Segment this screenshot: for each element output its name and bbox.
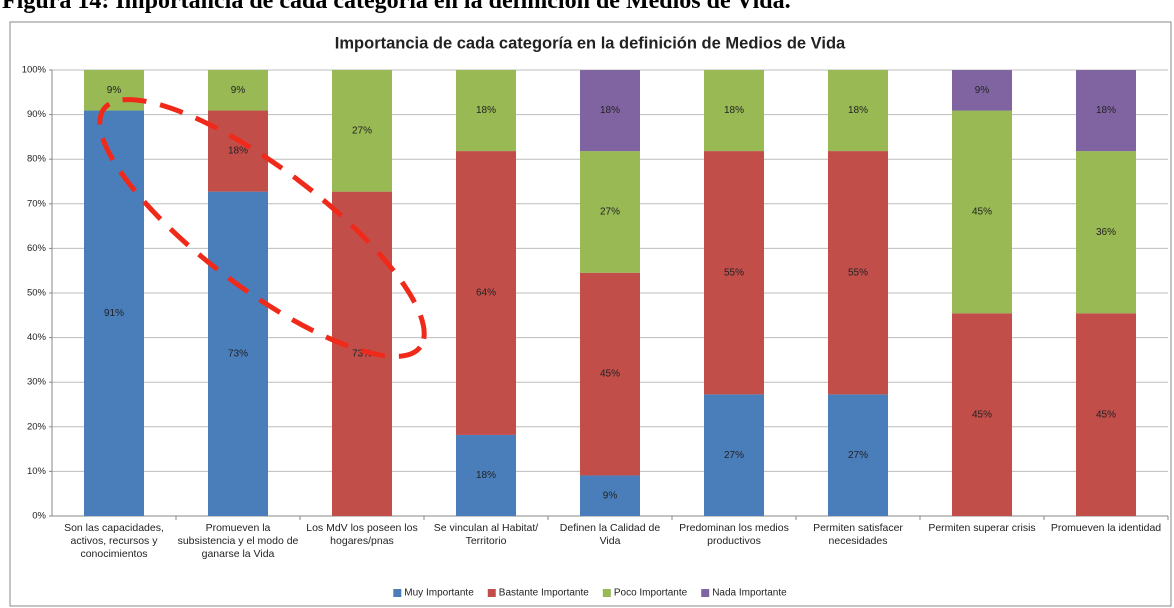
x-tick-label: Promueven la identidad (1050, 522, 1162, 534)
legend-label: Nada Importante (712, 588, 787, 599)
value-label: 18% (228, 146, 248, 157)
bar-segment (952, 110, 1012, 314)
value-label: 9% (107, 85, 122, 96)
y-tick-label: 60% (27, 243, 47, 254)
bar-segment (704, 70, 764, 152)
bar-segment (208, 191, 268, 516)
value-label: 73% (228, 348, 248, 359)
highlight-ellipse (97, 97, 427, 359)
y-tick-label: 20% (27, 421, 47, 432)
value-label: 18% (476, 105, 496, 116)
y-tick-label: 90% (27, 109, 47, 120)
value-label: 18% (476, 470, 496, 481)
bar-segment (456, 434, 516, 516)
bar-segment (704, 151, 764, 395)
legend-label: Muy Importante (404, 588, 474, 599)
y-tick-label: 30% (27, 377, 47, 388)
x-tick-label-box: Son las capacidades, activos, recursos y… (64, 522, 164, 560)
value-label: 18% (724, 105, 744, 116)
x-tick-label-box: Permiten satisfacer necesidades (813, 522, 903, 547)
y-tick-label: 50% (27, 288, 47, 299)
x-tick-label-box: Promueven la identidad (1050, 522, 1162, 534)
y-tick-label: 80% (27, 154, 47, 165)
value-label: 9% (603, 490, 618, 501)
legend: Muy Importante Bastante Importante Poco Im… (393, 588, 787, 599)
x-tick-label: Permiten superar crisis (928, 522, 1036, 534)
bar-segment (828, 394, 888, 516)
value-label: 27% (724, 450, 744, 461)
figure-heading: Figura 14: Importancia de cada categoría… (2, 0, 791, 14)
value-label: 27% (600, 207, 620, 218)
value-label: 9% (975, 85, 990, 96)
value-label: 9% (231, 85, 246, 96)
bar-segment (208, 110, 268, 192)
bar-segment (1076, 313, 1136, 516)
x-tick-label-box: Definen la Calidad de Vida (559, 522, 661, 547)
bar-segment (84, 110, 144, 517)
value-label: 91% (104, 308, 124, 319)
x-tick-label: Definen la Calidad de Vida (559, 522, 661, 547)
value-label: 18% (848, 105, 868, 116)
value-label: 45% (972, 207, 992, 218)
x-tick-label-box: Promueven la subsistencia y el modo de g… (177, 522, 299, 560)
bar-segment (456, 151, 516, 435)
bar-segment (580, 151, 640, 273)
bar-segment (456, 70, 516, 152)
y-tick-label: 70% (27, 198, 47, 209)
y-tick-label: 0% (32, 511, 46, 522)
value-label: 27% (848, 450, 868, 461)
value-label: 36% (1096, 227, 1116, 238)
value-label: 45% (1096, 409, 1116, 420)
bar-segment (828, 70, 888, 152)
bar-segment (580, 475, 640, 516)
y-tick-label: 100% (22, 65, 47, 76)
y-tick-label: 40% (27, 332, 47, 343)
bar-segment (1076, 70, 1136, 152)
chart-title: Importancia de cada categoría en la defi… (335, 34, 846, 52)
x-tick-label-box: Los MdV los poseen los hogares/pnas (306, 522, 418, 547)
legend-swatch (487, 589, 496, 597)
x-tick-label: Predominan los medios productivos (679, 522, 789, 547)
value-label: 55% (724, 267, 744, 278)
bar-segment (580, 272, 640, 476)
legend-swatch (701, 589, 710, 597)
legend-label: Poco Importante (614, 588, 688, 599)
x-tick-label: Se vinculan al Habitat/ Territorio (433, 522, 539, 547)
legend-swatch (602, 589, 611, 597)
value-label: 45% (600, 369, 620, 380)
bar-segment (952, 313, 1012, 516)
value-label: 18% (600, 105, 620, 116)
bar-segment (84, 70, 144, 111)
bar-segment (952, 70, 1012, 111)
value-label: 64% (476, 288, 496, 299)
bar-segment (208, 70, 268, 111)
bar-segment (828, 151, 888, 395)
value-label: 45% (972, 409, 992, 420)
bar-segment (1076, 151, 1136, 314)
x-tick-label: Los MdV los poseen los hogares/pnas (306, 522, 418, 547)
legend-swatch (393, 589, 402, 597)
x-tick-label: Son las capacidades, activos, recursos y… (64, 522, 164, 560)
value-label: 18% (1096, 105, 1116, 116)
bar-segment (704, 394, 764, 516)
value-label: 27% (352, 125, 372, 136)
x-tick-label: Permiten satisfacer necesidades (813, 522, 903, 547)
x-tick-label-box: Se vinculan al Habitat/ Territorio (433, 522, 539, 547)
value-label: 73% (352, 348, 372, 359)
bar-segment (580, 70, 640, 152)
x-tick-label: Promueven la subsistencia y el modo de g… (177, 522, 299, 560)
x-tick-label-box: Permiten superar crisis (928, 522, 1036, 534)
y-tick-label: 10% (27, 466, 47, 477)
legend-label: Bastante Importante (499, 588, 589, 599)
bar-segment (332, 70, 392, 192)
value-label: 55% (848, 267, 868, 278)
x-tick-label-box: Predominan los medios productivos (679, 522, 789, 547)
